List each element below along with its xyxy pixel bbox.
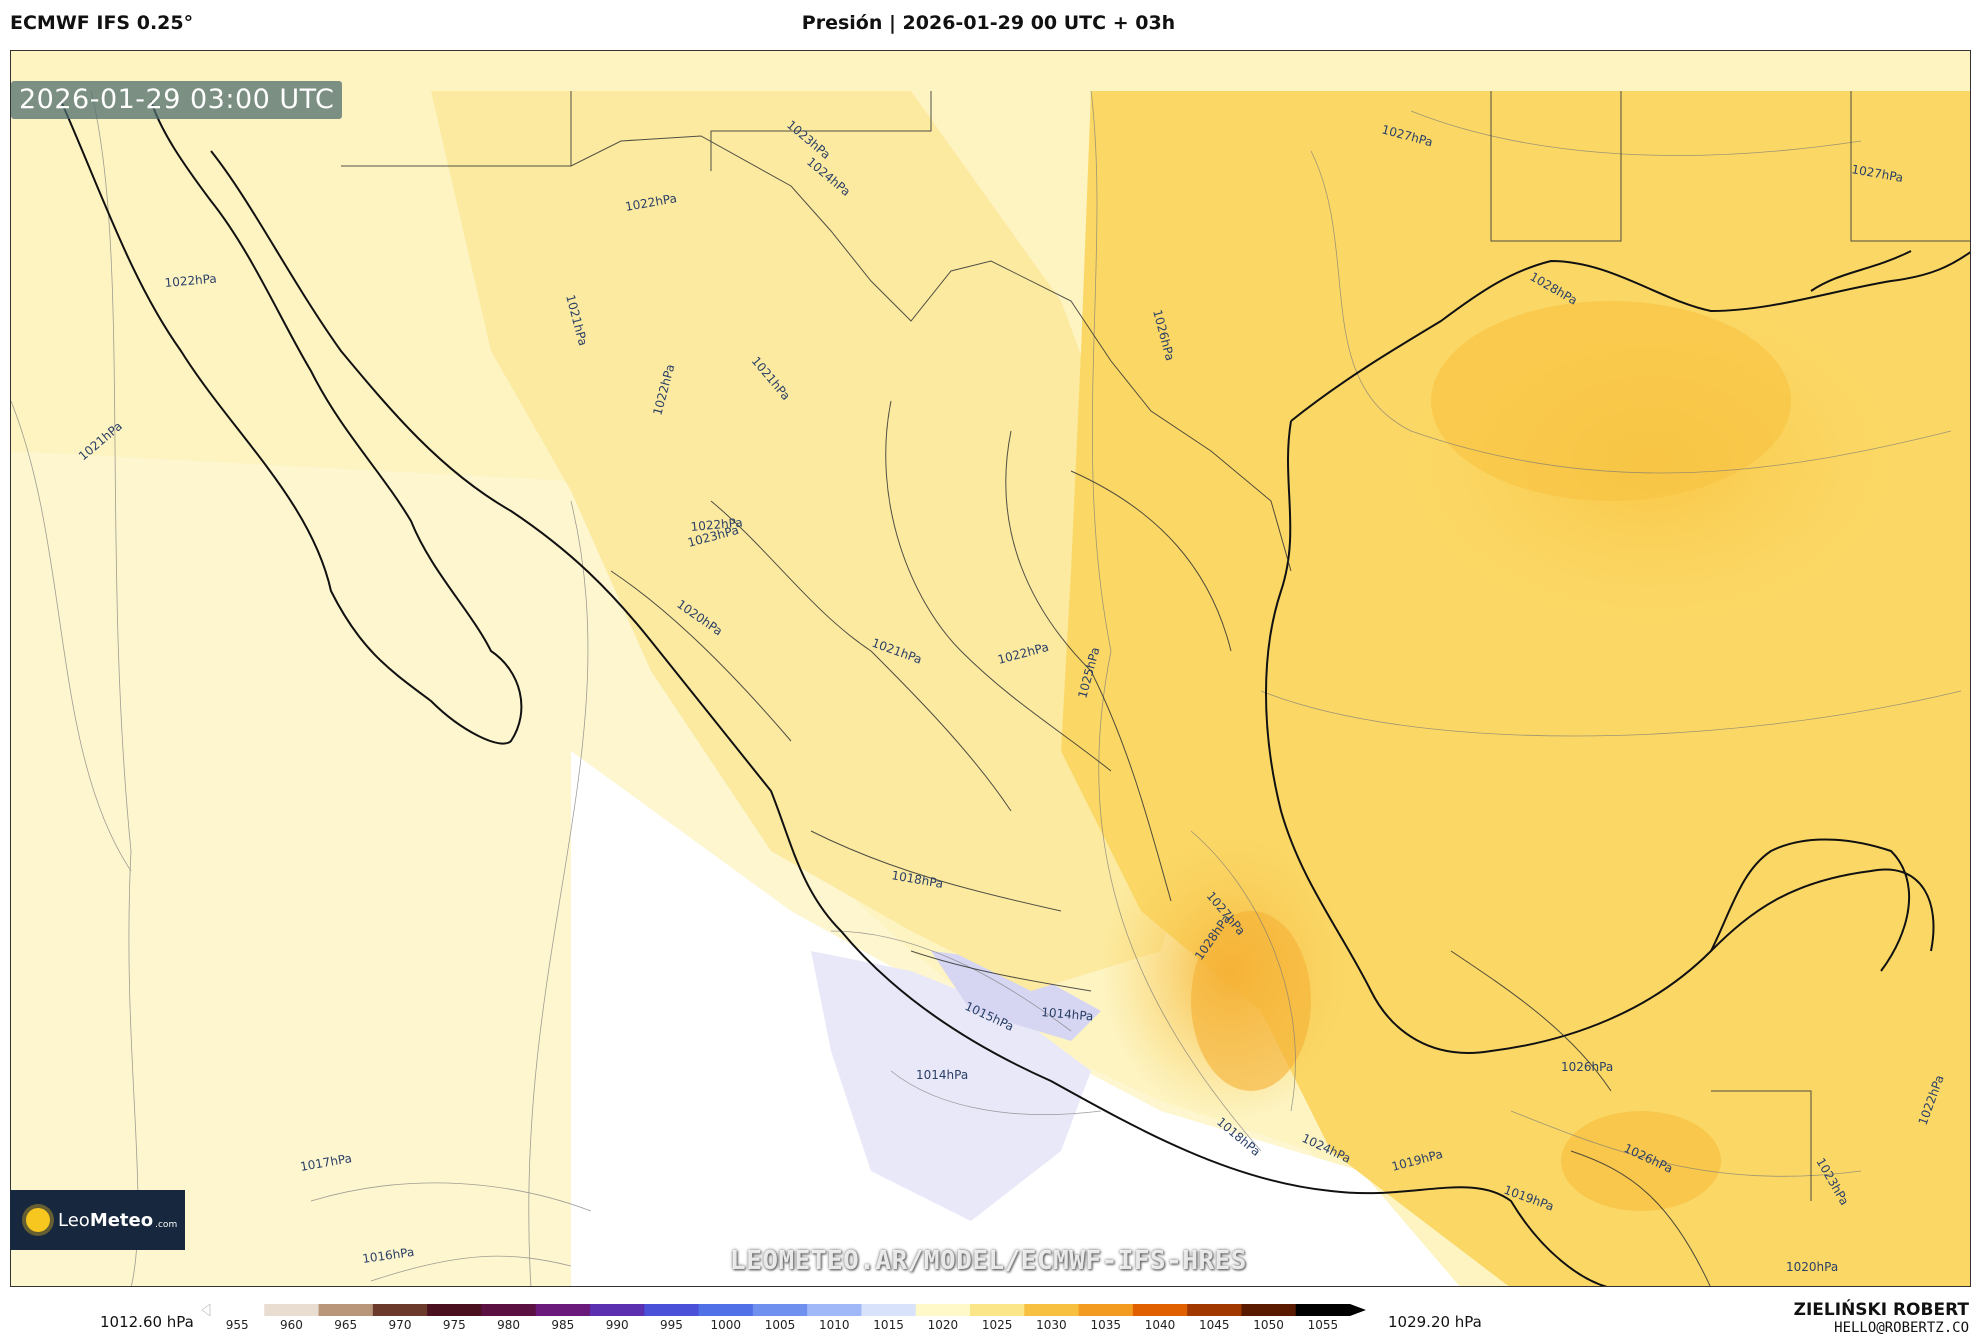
valid-time-badge: 2026-01-29 03:00 UTC [11,81,343,119]
colorbar-segment [535,1304,591,1316]
colorbar-tick-label: 1050 [1253,1318,1284,1332]
isobar-lines [11,90,1962,1286]
colorbar-tick-label: 1010 [819,1318,850,1332]
colorbar-segment [264,1304,320,1316]
leometeo-logo[interactable]: LeoMeteo .com [10,1190,185,1250]
borders [341,91,1970,1286]
isobar-label: 1026hPa [1561,1060,1613,1074]
isobar-label: 1014hPa [916,1068,968,1082]
colorbar-tick-label: 1000 [710,1318,741,1332]
isobar-label: 1014hPa [1041,1005,1094,1023]
colorbar-tick-label: 985 [551,1318,574,1332]
colorbar-tick-label: 965 [334,1318,357,1332]
colorbar-tick-label: 995 [660,1318,683,1332]
colorbar-max-label: 1029.20 hPa [1388,1313,1482,1331]
colorbar-segment [915,1304,971,1316]
colorbar-segment [752,1304,808,1316]
colorbar-segment [318,1304,374,1316]
colorbar-low-end [201,1303,211,1317]
sun-icon [26,1208,50,1232]
pressure-map[interactable]: 1027hPa 1027hPa 1028hPa 1026hPa 1023hPa … [10,50,1971,1287]
colorbar-tick-label: 1040 [1145,1318,1176,1332]
colorbar-segment [1187,1304,1242,1316]
colorbar-tick-label: 1045 [1199,1318,1230,1332]
colorbar-segment [481,1304,537,1316]
colorbar-segment [1024,1304,1080,1316]
colorbar-segment [1241,1304,1297,1316]
colorbar-segment [698,1304,754,1316]
colorbar-tick-label: 1020 [928,1318,959,1332]
logo-text: LeoMeteo [58,1209,154,1231]
colorbar-segment [1295,1304,1351,1316]
colorbar-segment [210,1304,265,1316]
isobar-label: 1020hPa [1786,1260,1838,1274]
colorbar-tick-label: 1035 [1090,1318,1121,1332]
colorbar-tick-label: 980 [497,1318,520,1332]
header: ECMWF IFS 0.25° Presión | 2026-01-29 00 … [0,0,1977,50]
colorbar-tick-label: 990 [606,1318,629,1332]
colorbar-min-label: 1012.60 hPa [100,1313,194,1331]
colorbar-segment [970,1304,1025,1316]
source-watermark: LEOMETEO.AR/MODEL/ECMWF-IFS-HRES [730,1246,1247,1276]
colorbar-segment [372,1304,428,1316]
map-title: Presión | 2026-01-29 00 UTC + 03h [801,12,1176,34]
colorbar-tick-label: 1015 [873,1318,904,1332]
author-name: ZIELIŃSKI ROBERT [1793,1300,1969,1320]
colorbar-segment [807,1304,862,1316]
isobar-label: 1022hPa [690,515,743,533]
isobar-label: 1022hPa [164,271,217,289]
coastlines [60,100,1970,1286]
model-name: ECMWF IFS 0.25° [10,12,194,34]
colorbar-tick-label: 1005 [765,1318,796,1332]
colorbar-segment [590,1304,645,1316]
map-canvas: 1027hPa 1027hPa 1028hPa 1026hPa 1023hPa … [11,51,1970,1286]
colorbar-high-end [1350,1304,1366,1316]
colorbar-segment [861,1304,917,1316]
author-email[interactable]: HELLO@ROBERTZ.CO [1834,1320,1969,1336]
colorbar-tick-label: 960 [280,1318,303,1332]
colorbar-tick-label: 1055 [1308,1318,1339,1332]
colorbar: 955 960 965 970 975 980 985 990 995 1000 1005 1010 1… [201,1303,1366,1332]
colorbar-segment [427,1304,482,1316]
colorbar-tick-label: 955 [226,1318,249,1332]
colorbar-tick-label: 975 [443,1318,466,1332]
colorbar-tick-label: 970 [389,1318,412,1332]
colorbar-segment [1078,1304,1134,1316]
colorbar-tick-label: 1025 [982,1318,1013,1332]
colorbar-tick-label: 1030 [1036,1318,1067,1332]
colorbar-segment [644,1304,700,1316]
colorbar-segment [1132,1304,1188,1316]
footer: 1012.60 hPa 955 960 965 970 975 980 985 990 995 1… [0,1288,1977,1338]
logo-suffix: .com [155,1220,178,1230]
